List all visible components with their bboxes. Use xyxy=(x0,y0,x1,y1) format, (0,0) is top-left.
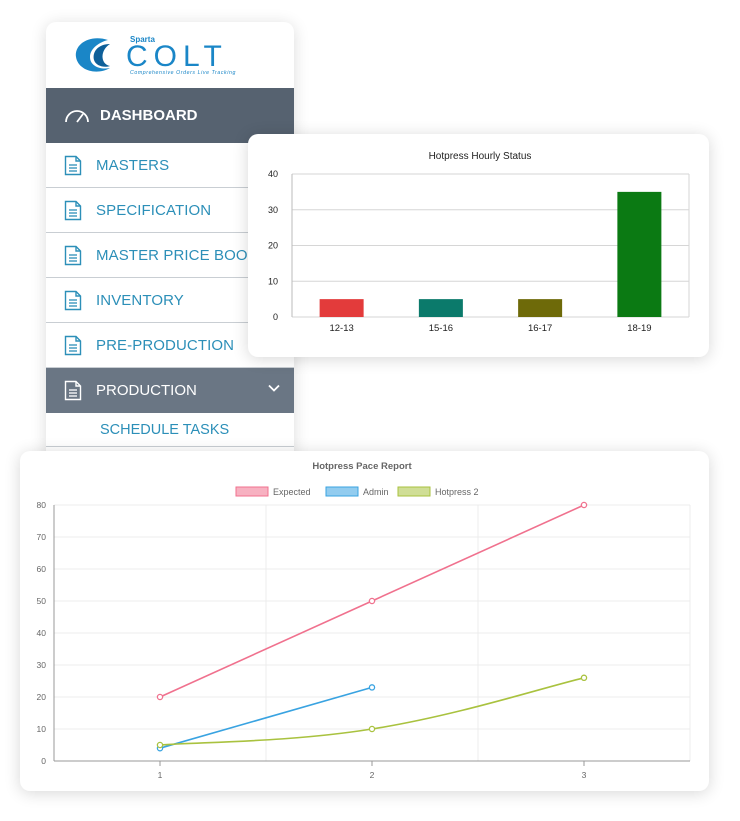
speedometer-icon xyxy=(65,109,89,123)
series-line xyxy=(159,686,373,749)
legend-label: Admin xyxy=(363,487,389,497)
sidebar-item-inventory[interactable]: INVENTORY xyxy=(46,278,294,323)
sidebar-item-label: MASTER PRICE BOOK xyxy=(96,246,258,264)
x-tick-label: 15-16 xyxy=(429,323,453,334)
y-tick-label: 40 xyxy=(37,628,47,638)
y-tick-label: 70 xyxy=(37,532,47,542)
brand-logo[interactable]: Sparta COLT Comprehensive Orders Live Tr… xyxy=(46,22,294,88)
data-point xyxy=(156,741,164,749)
hotpress-pace-report-card: Hotpress Pace Report Expected Admin Hotpre… xyxy=(20,451,709,791)
colt-logo-icon: Sparta COLT Comprehensive Orders Live Tr… xyxy=(75,35,236,76)
y-tick-label: 0 xyxy=(273,312,278,322)
sidebar-item-label: PRODUCTION xyxy=(96,382,197,399)
data-point xyxy=(368,684,376,691)
data-point xyxy=(156,693,164,701)
nav-dashboard-label: DASHBOARD xyxy=(100,107,198,124)
chart-title: Hotpress Pace Report xyxy=(312,461,412,472)
hotpress-hourly-status-chart: Hotpress Hourly Status 0 10 20 30 40 12-13 15… xyxy=(268,151,690,334)
document-icon xyxy=(64,290,82,310)
sidebar-subitem-label: SCHEDULE TASKS xyxy=(100,421,230,438)
sidebar-item-masters[interactable]: MASTERS xyxy=(46,143,294,188)
y-tick-label: 10 xyxy=(268,276,278,286)
data-point xyxy=(368,597,376,605)
y-tick-label: 30 xyxy=(37,660,47,670)
sidebar-subitem-schedule-tasks[interactable]: SCHEDULE TASKS xyxy=(46,413,294,447)
sidebar-item-label: SPECIFICATION xyxy=(96,201,212,219)
bar xyxy=(617,191,662,317)
sidebar-item-master-price-book[interactable]: MASTER PRICE BOOK xyxy=(46,233,294,278)
document-icon xyxy=(64,155,82,175)
sidebar-item-production[interactable]: PRODUCTION xyxy=(46,368,294,413)
x-tick-label: 1 xyxy=(158,770,163,780)
x-tick-label: 16-17 xyxy=(528,323,552,334)
x-tick-label: 18-19 xyxy=(627,323,651,334)
sidebar-item-specification[interactable]: SPECIFICATION xyxy=(46,188,294,233)
bar xyxy=(418,299,463,317)
brand-name: COLT xyxy=(126,40,228,73)
bar xyxy=(518,299,563,317)
y-tick-label: 30 xyxy=(268,205,278,215)
sidebar-item-pre-production[interactable]: PRE-PRODUCTION xyxy=(46,323,294,368)
legend-label: Expected xyxy=(273,487,311,497)
x-tick-label: 3 xyxy=(582,770,587,780)
chevron-down-icon[interactable] xyxy=(268,384,280,392)
data-point xyxy=(580,501,588,509)
document-icon xyxy=(64,245,82,265)
bar xyxy=(319,299,364,317)
sidebar-item-label: MASTERS xyxy=(96,156,170,174)
y-tick-label: 80 xyxy=(37,500,47,510)
y-tick-label: 40 xyxy=(268,169,278,179)
chart-title: Hotpress Hourly Status xyxy=(429,151,532,162)
x-tick-label: 2 xyxy=(370,770,375,780)
legend-swatch xyxy=(397,486,431,497)
legend-swatch xyxy=(235,486,269,497)
document-icon xyxy=(64,200,82,220)
y-tick-label: 50 xyxy=(37,596,47,606)
sidebar-item-label: INVENTORY xyxy=(96,291,184,309)
brand-small-text: Sparta xyxy=(130,35,155,44)
y-tick-label: 20 xyxy=(37,692,47,702)
y-tick-label: 20 xyxy=(268,241,278,251)
sidebar-item-label: PRE-PRODUCTION xyxy=(96,336,235,354)
nav-dashboard[interactable]: DASHBOARD xyxy=(46,88,294,143)
x-tick-label: 12-13 xyxy=(329,323,353,334)
hotpress-hourly-status-card: Hotpress Hourly Status 0 10 20 30 40 12-13 15… xyxy=(248,134,709,357)
data-point xyxy=(368,725,376,733)
y-tick-label: 60 xyxy=(37,564,47,574)
brand-tagline: Comprehensive Orders Live Tracking xyxy=(130,70,236,76)
legend-swatch xyxy=(325,486,359,497)
document-icon xyxy=(64,335,82,355)
legend-label: Hotpress 2 xyxy=(435,487,479,497)
y-tick-label: 0 xyxy=(41,756,46,766)
document-icon xyxy=(64,380,82,401)
hotpress-pace-report-chart: Hotpress Pace Report Expected Admin Hotpre… xyxy=(37,461,691,780)
y-tick-label: 10 xyxy=(37,724,47,734)
data-point xyxy=(580,674,588,682)
